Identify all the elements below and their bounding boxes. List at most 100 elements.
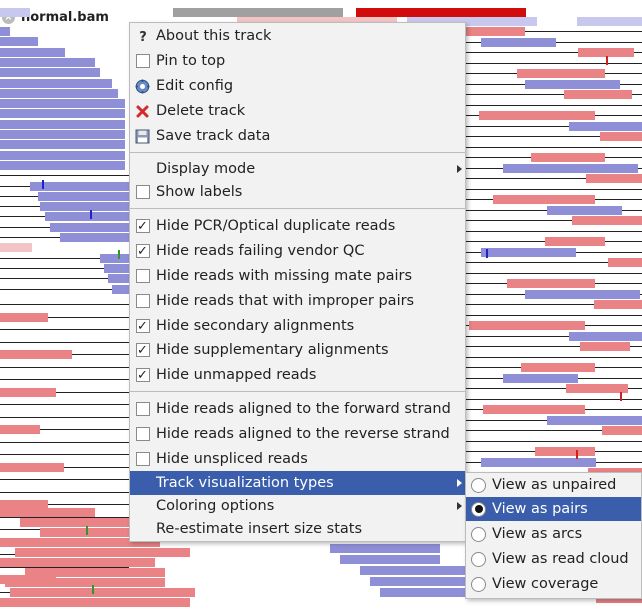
insert-line	[0, 504, 129, 505]
read-bar	[0, 350, 72, 359]
hide-duplicates-checkbox[interactable]: ✓	[135, 218, 150, 234]
submenu-item-view-coverage[interactable]: View coverage	[466, 572, 641, 596]
insert-line	[465, 388, 642, 389]
insert-line	[465, 62, 642, 64]
mismatch-marker	[90, 210, 92, 219]
menu-item-hide-failing-qc[interactable]: ✓ Hide reads failing vendor QC	[135, 243, 365, 259]
insert-line	[465, 52, 642, 53]
menu-item-hide-unmapped[interactable]: ✓ Hide unmapped reads	[135, 367, 317, 383]
menu-separator	[130, 391, 465, 392]
insert-line	[0, 329, 129, 330]
show-labels-checkbox[interactable]	[135, 185, 150, 199]
submenu-arrow-icon	[457, 165, 462, 173]
insert-line	[465, 125, 642, 127]
mismatch-marker	[620, 392, 622, 401]
menu-item-hide-improper-pairs[interactable]: Hide reads that with improper pairs	[130, 289, 465, 313]
insert-line	[0, 466, 129, 468]
mismatch-marker	[42, 180, 44, 189]
view-read-cloud-radio[interactable]	[471, 551, 486, 567]
insert-line	[465, 304, 642, 305]
read-bar	[507, 279, 595, 288]
menu-item-hide-forward[interactable]: Hide reads aligned to the forward strand	[130, 397, 465, 421]
submenu-item-view-unpaired[interactable]: View as unpaired	[466, 473, 641, 497]
read-bar	[517, 69, 605, 78]
hide-missing-mate-checkbox[interactable]	[135, 269, 150, 283]
read-bar	[572, 216, 642, 225]
insert-line	[465, 335, 642, 337]
insert-line	[0, 226, 50, 228]
hide-secondary-checkbox[interactable]: ✓	[135, 318, 150, 334]
menu-item-delete[interactable]: Delete track	[130, 99, 465, 123]
gear-icon	[135, 79, 150, 94]
menu-item-hide-supplementary[interactable]: ✓ Hide supplementary alignments	[135, 342, 389, 358]
view-coverage-radio[interactable]	[471, 576, 486, 592]
read-bar	[465, 27, 525, 36]
menu-item-edit-config[interactable]: Edit config	[130, 74, 465, 98]
read-bar	[340, 555, 440, 564]
mismatch-marker	[118, 250, 120, 259]
read-bar	[594, 300, 642, 309]
hide-forward-checkbox[interactable]	[135, 402, 150, 416]
pin-checkbox[interactable]	[135, 54, 150, 68]
read-bar	[370, 577, 480, 586]
read-bar	[0, 150, 125, 160]
insert-line	[465, 346, 642, 347]
menu-item-about[interactable]: ? About this track	[130, 24, 465, 48]
hide-supplementary-checkbox[interactable]: ✓	[135, 342, 150, 358]
view-unpaired-radio[interactable]	[471, 477, 486, 493]
menu-separator	[130, 208, 465, 209]
menu-item-display-mode[interactable]: Display mode	[130, 157, 465, 181]
menu-item-hide-reverse[interactable]: Hide reads aligned to the reverse strand	[130, 422, 465, 446]
insert-line	[465, 104, 642, 106]
insert-line	[0, 267, 104, 269]
hide-unspliced-checkbox[interactable]	[135, 452, 150, 466]
menu-item-hide-secondary[interactable]: ✓ Hide secondary alignments	[135, 318, 355, 334]
read-bar	[0, 160, 125, 170]
view-pairs-radio[interactable]	[471, 501, 486, 517]
submenu-item-view-read-cloud[interactable]: View as read cloud	[466, 547, 641, 571]
menu-item-track-visualization-types[interactable]: Track visualization types	[130, 471, 465, 495]
read-bar	[45, 212, 130, 222]
read-bar	[521, 363, 595, 372]
read-bar	[547, 205, 622, 215]
insert-line	[0, 391, 129, 393]
read-bar	[20, 518, 129, 527]
hide-failing-qc-checkbox[interactable]: ✓	[135, 243, 150, 259]
read-bar	[0, 425, 40, 434]
mismatch-marker	[576, 450, 578, 459]
insert-line	[0, 257, 100, 259]
menu-item-show-labels[interactable]: Show labels	[130, 180, 465, 204]
submenu-arrow-icon	[457, 479, 462, 487]
menu-item-hide-duplicates[interactable]: ✓ Hide PCR/Optical duplicate reads	[135, 218, 396, 234]
menu-item-hide-unspliced[interactable]: Hide unspliced reads	[130, 447, 465, 471]
read-bar	[380, 588, 480, 597]
view-arcs-radio[interactable]	[471, 526, 486, 542]
insert-line	[0, 516, 129, 518]
read-bar	[0, 68, 100, 78]
hide-improper-pairs-checkbox[interactable]	[135, 294, 150, 308]
read-bar	[0, 598, 190, 607]
read-bar	[356, 8, 526, 17]
menu-item-save-data[interactable]: Save track data	[130, 124, 465, 148]
read-bar	[0, 500, 48, 509]
menu-item-pin[interactable]: Pin to top	[130, 49, 465, 73]
menu-item-coloring-options[interactable]: Coloring options	[130, 494, 465, 518]
insert-line	[0, 206, 40, 208]
hide-reverse-checkbox[interactable]	[135, 427, 150, 441]
hide-unmapped-checkbox[interactable]: ✓	[135, 367, 150, 383]
insert-line	[0, 237, 60, 238]
track-name: normal.bam	[21, 10, 109, 25]
read-bar	[40, 528, 130, 537]
insert-line	[0, 185, 30, 187]
read-bar	[407, 17, 537, 26]
menu-item-reestimate-insert-size[interactable]: Re-estimate insert size stats	[156, 521, 363, 537]
read-bar	[15, 548, 190, 557]
submenu-item-view-arcs[interactable]: View as arcs	[466, 522, 641, 546]
insert-line	[0, 566, 129, 568]
menu-item-hide-missing-mate[interactable]: Hide reads with missing mate pairs	[130, 264, 465, 288]
read-bar	[60, 233, 130, 242]
read-bar	[10, 588, 195, 597]
submenu-item-view-pairs[interactable]: View as pairs	[466, 497, 641, 521]
read-bar	[0, 312, 48, 322]
insert-line	[465, 220, 642, 221]
